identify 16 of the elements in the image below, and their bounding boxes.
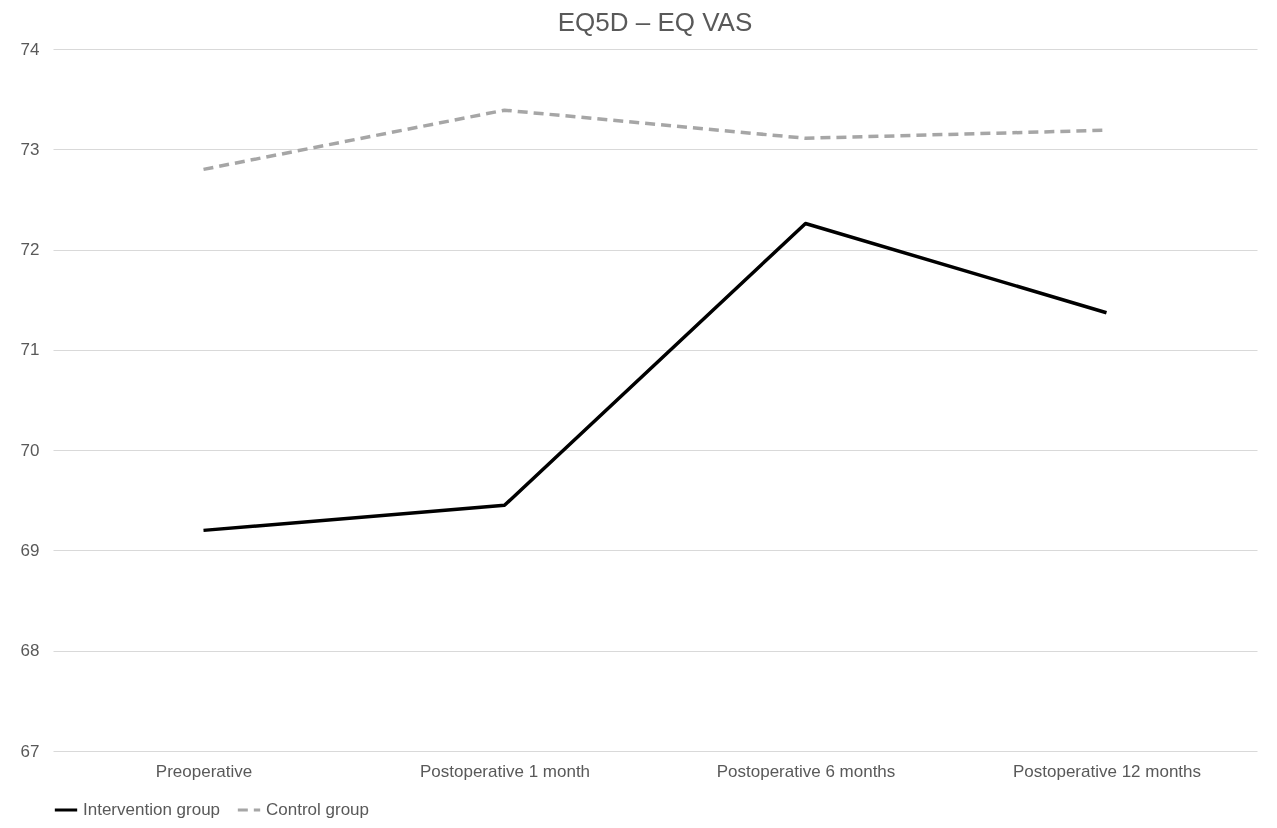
x-tick-label: Postoperative 12 months [1012,761,1202,781]
x-tick-label: Preoperative [155,761,253,781]
y-tick-label: 68 [20,641,40,661]
x-tick-label: Postoperative 6 months [716,761,896,781]
y-tick-label: 73 [20,139,40,159]
y-tick-label: 67 [20,741,40,761]
y-tick-label: 71 [20,340,40,360]
legend-label: Control group [266,800,370,819]
y-tick-label: 74 [20,39,40,59]
legend-label: Intervention group [83,800,221,819]
y-tick-label: 70 [20,440,40,460]
line-series [201,221,1109,533]
y-tick-label: 72 [20,240,40,260]
x-tick-label: Postoperative 1 month [419,761,591,781]
y-tick-label: 69 [20,540,40,560]
chart-title: EQ5D – EQ VAS [557,7,753,37]
